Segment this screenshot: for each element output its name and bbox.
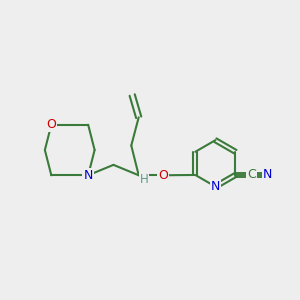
Text: H: H xyxy=(140,173,148,186)
Text: N: N xyxy=(211,180,220,193)
Text: C: C xyxy=(248,169,256,182)
Text: O: O xyxy=(46,118,56,131)
Text: N: N xyxy=(262,169,272,182)
Text: N: N xyxy=(83,169,93,182)
Text: O: O xyxy=(158,169,168,182)
